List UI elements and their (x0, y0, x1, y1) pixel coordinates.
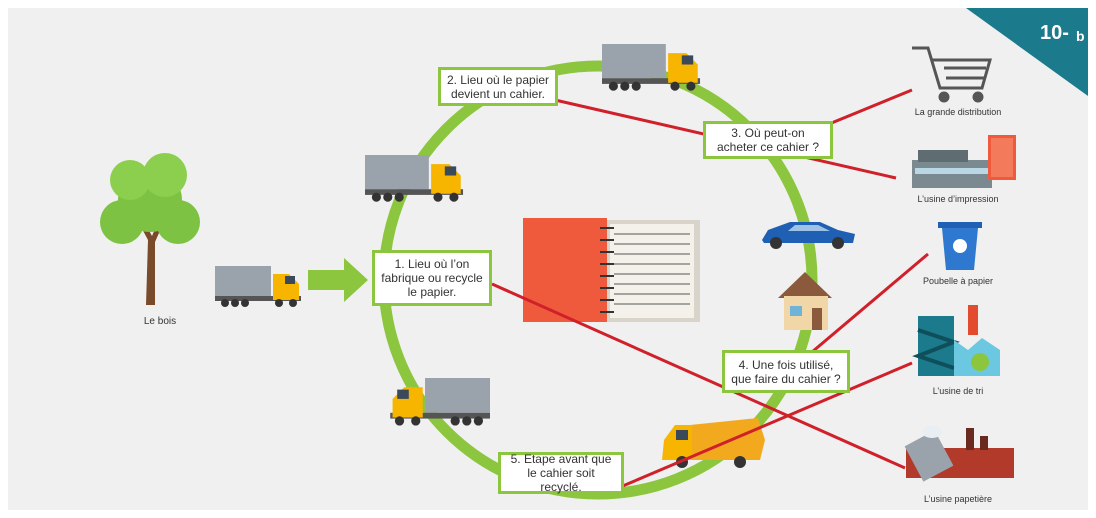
question-box: 3. Où peut-on acheter ce cahier ? (703, 121, 833, 159)
badge-number: 10- (1040, 22, 1069, 45)
page: {"badge": {"number": "10-", "letter": "b… (0, 0, 1096, 518)
badge-letter: b (1076, 28, 1085, 44)
question-box: 5. Etape avant que le cahier soit recycl… (498, 452, 624, 494)
destination-label: L’usine papetière (924, 494, 992, 504)
question-box: 1. Lieu où l’on fabrique ou recycle le p… (372, 250, 492, 306)
destination-label: L’usine d’impression (917, 194, 998, 204)
destination-label: Poubelle à papier (923, 276, 993, 286)
destination-label: La grande distribution (915, 107, 1002, 117)
question-box: 4. Une fois utilisé, que faire du cahier… (722, 350, 850, 393)
destination-label: L’usine de tri (933, 386, 984, 396)
question-box: 2. Lieu où le papier devient un cahier. (438, 67, 558, 106)
source-label: Le bois (144, 316, 176, 327)
notebook-icon (523, 218, 700, 322)
